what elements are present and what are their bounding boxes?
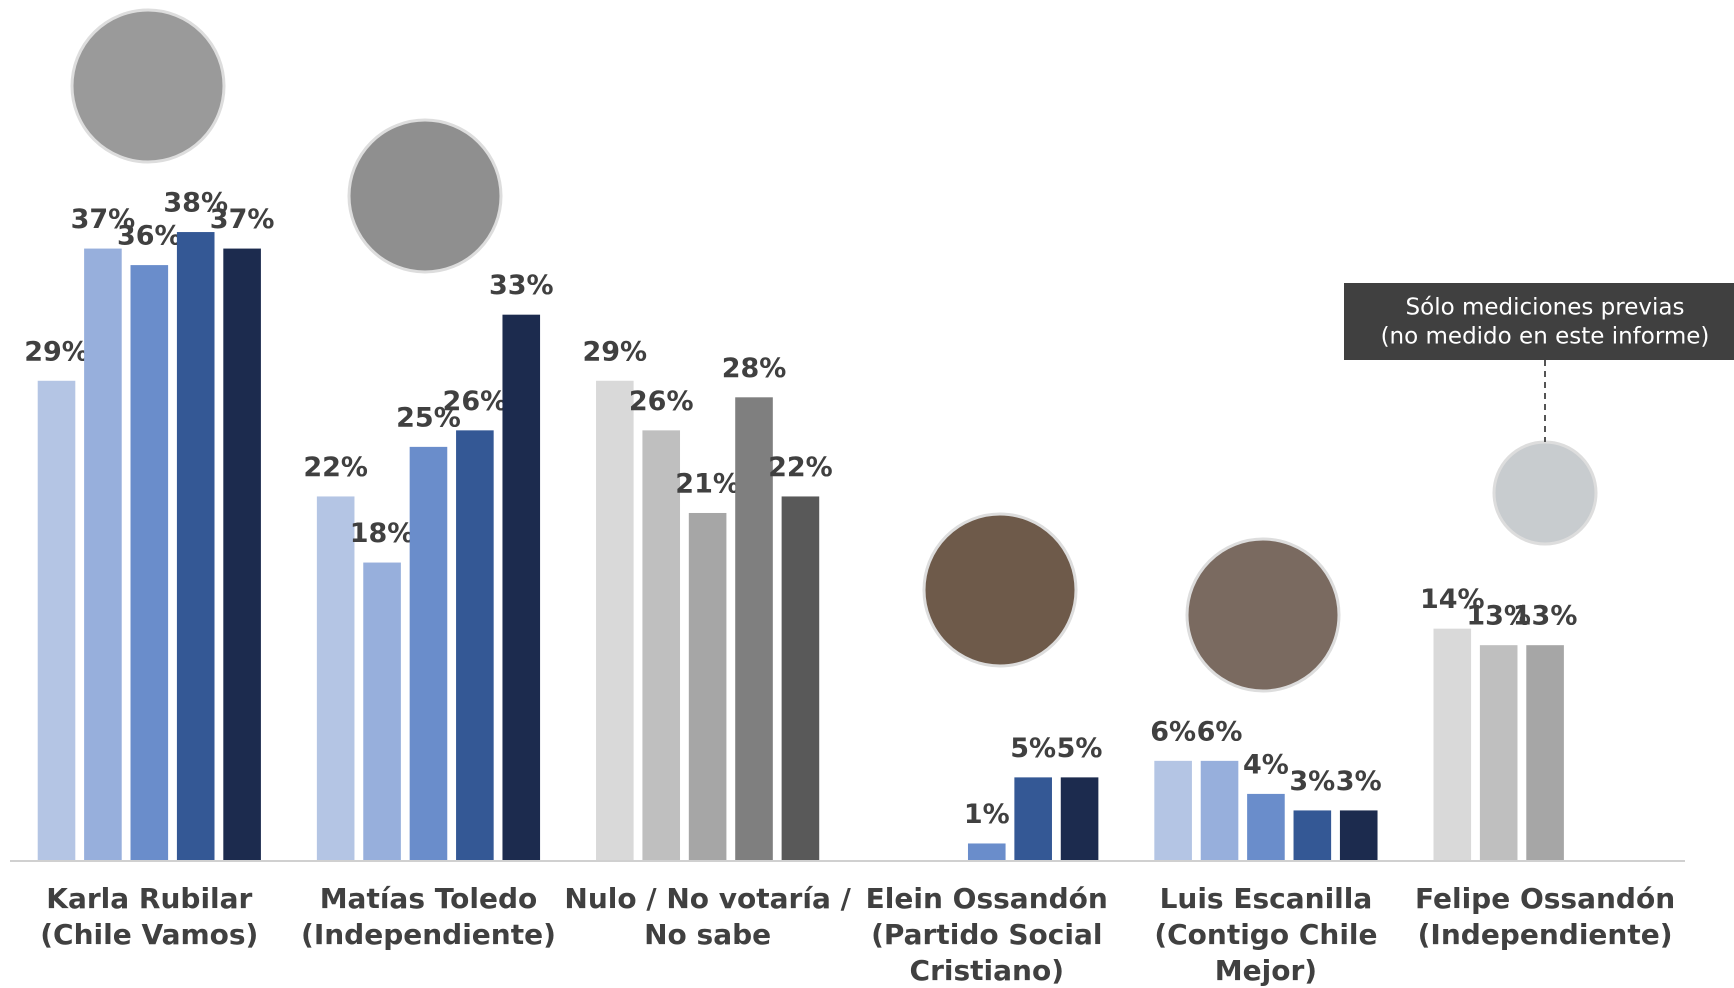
value-label: 18% xyxy=(350,518,415,549)
value-label: 25% xyxy=(396,402,461,433)
value-label: 37% xyxy=(71,204,136,235)
category-label: Luis Escanilla xyxy=(1160,882,1373,915)
bar xyxy=(1247,793,1285,860)
value-label: 5% xyxy=(1010,733,1056,764)
bar xyxy=(1200,760,1239,860)
value-label: 36% xyxy=(117,221,182,252)
bar xyxy=(37,380,76,860)
bar xyxy=(781,496,820,860)
photo xyxy=(1185,537,1341,693)
bar xyxy=(967,843,1006,860)
category-label: (Chile Vamos) xyxy=(40,918,258,951)
bar xyxy=(130,265,169,861)
category-label: Nulo / No votaría / xyxy=(564,882,851,915)
category-label: (Partido Social xyxy=(871,918,1102,951)
category-label: (Independiente) xyxy=(301,918,556,951)
category-label: Elein Ossandón xyxy=(866,882,1108,915)
bar xyxy=(1526,645,1564,860)
category-label: Karla Rubilar xyxy=(46,882,252,915)
bar xyxy=(1293,810,1332,860)
value-label: 1% xyxy=(964,799,1010,830)
category-label: (Independiente) xyxy=(1418,918,1673,951)
bar xyxy=(502,314,541,860)
value-label: 26% xyxy=(629,386,694,417)
category-label: Cristiano) xyxy=(910,954,1064,987)
value-label: 13% xyxy=(1466,601,1531,632)
category-label: Mejor) xyxy=(1215,954,1317,987)
value-label: 29% xyxy=(24,336,89,367)
value-label: 14% xyxy=(1420,584,1485,615)
category-label: No sabe xyxy=(644,918,771,951)
bar xyxy=(642,430,681,860)
value-label: 3% xyxy=(1289,766,1335,797)
bar xyxy=(735,397,773,860)
value-label: 5% xyxy=(1057,733,1103,764)
category-label: Felipe Ossandón xyxy=(1415,882,1675,915)
value-label: 29% xyxy=(582,336,647,367)
photo xyxy=(70,8,226,164)
bar xyxy=(1479,645,1518,860)
bar xyxy=(688,512,727,860)
category-label: Matías Toledo xyxy=(320,882,538,915)
value-label: 22% xyxy=(768,452,833,483)
photo xyxy=(922,512,1078,668)
value-label: 33% xyxy=(489,270,554,301)
bar xyxy=(1014,777,1052,860)
value-label: 6% xyxy=(1150,716,1196,747)
value-label: 3% xyxy=(1336,766,1382,797)
value-label: 38% xyxy=(163,188,228,219)
photos xyxy=(70,8,1598,693)
value-label: 26% xyxy=(443,386,508,417)
bar xyxy=(1154,760,1192,860)
bar xyxy=(1060,777,1099,860)
value-label: 22% xyxy=(303,452,368,483)
value-label: 21% xyxy=(675,468,740,499)
photo xyxy=(347,118,503,274)
annotation-text: Sólo mediciones previas xyxy=(1406,295,1685,321)
bar xyxy=(409,446,448,860)
annotation-text: (no medido en este informe) xyxy=(1381,324,1710,350)
bar xyxy=(176,232,215,861)
bar xyxy=(1433,628,1472,860)
bar xyxy=(223,248,261,860)
bar xyxy=(316,496,355,860)
bar xyxy=(456,430,494,860)
bar xyxy=(84,248,122,860)
bar xyxy=(596,380,634,860)
value-label: 4% xyxy=(1243,749,1289,780)
value-label: 28% xyxy=(722,353,787,384)
value-label: 37% xyxy=(210,204,275,235)
bar xyxy=(1339,810,1378,860)
value-label: 13% xyxy=(1513,601,1578,632)
photo xyxy=(1492,440,1598,546)
category-label: (Contigo Chile xyxy=(1154,918,1377,951)
value-label: 6% xyxy=(1197,716,1243,747)
annotation-box xyxy=(1344,283,1734,360)
bar xyxy=(363,562,401,860)
